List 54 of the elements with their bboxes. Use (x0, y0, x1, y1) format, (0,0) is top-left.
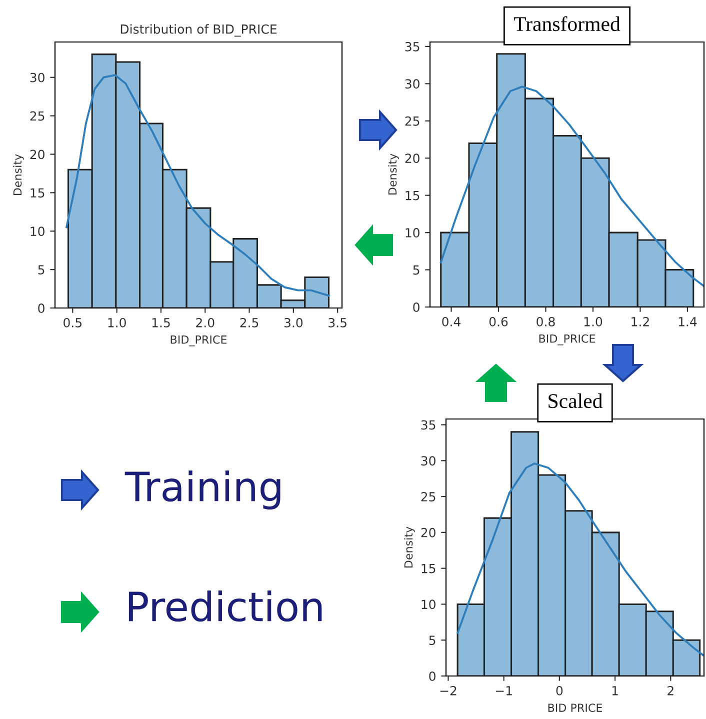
y-tick-label: 20 (421, 528, 436, 538)
y-tick-label: 25 (405, 116, 420, 126)
y-tick-label: 30 (421, 456, 436, 466)
x-tick-label: 2 (668, 686, 674, 696)
y-tick-label: 20 (30, 150, 44, 160)
x-tick-label: −2 (440, 686, 456, 696)
line-series (440, 86, 704, 288)
text: Prediction (128, 590, 322, 622)
x-tick-label: 3.0 (284, 318, 303, 328)
y-tick-label: 10 (406, 228, 420, 238)
x-tick-label: 2.5 (240, 318, 258, 328)
y-tick-label: 0 (413, 302, 420, 312)
y-tick-label: 25 (421, 492, 436, 502)
x-axis-title: BID PRICE (548, 704, 602, 712)
y-tick-label: 5 (413, 265, 420, 275)
x-tick-label: 2.0 (196, 318, 214, 328)
x-tick-label: 1.0 (108, 318, 126, 328)
x-tick-label: 0 (556, 686, 563, 696)
y-tick-label: 10 (30, 226, 44, 236)
x-tick-label: 1.5 (152, 318, 170, 328)
y-axis-title: Density (13, 154, 24, 196)
x-tick-label: 1.0 (584, 316, 602, 326)
chart-title: Transformed (514, 16, 620, 32)
y-tick-label: 0 (429, 671, 436, 681)
x-tick-label: 3.5 (328, 318, 346, 328)
y-tick-label: 30 (30, 72, 44, 82)
y-tick-label: 5 (38, 265, 44, 274)
x-tick-label: 1.2 (632, 316, 649, 326)
y-tick-label: 0 (38, 303, 44, 313)
chart-title: Scaled (548, 393, 603, 408)
y-tick-label: 15 (422, 564, 436, 574)
y-tick-label: 35 (405, 42, 420, 52)
line-series (456, 462, 704, 657)
y-tick-label: 20 (405, 154, 420, 164)
y-tick-label: 25 (30, 111, 44, 121)
x-tick-label: 1 (612, 686, 618, 696)
x-axis-title: BID_PRICE (539, 334, 596, 346)
x-tick-label: 0.4 (442, 316, 460, 326)
x-tick-label: 0.8 (536, 316, 555, 326)
y-tick-label: 10 (422, 600, 436, 610)
x-tick-label: 1.4 (678, 317, 697, 326)
x-tick-label: −1 (496, 686, 512, 696)
x-tick-label: 0.6 (489, 316, 508, 326)
y-tick-label: 30 (405, 79, 420, 89)
text: Training (124, 470, 280, 510)
y-axis-title: Density (404, 526, 415, 568)
y-axis-title: Density (388, 154, 399, 195)
y-tick-label: 15 (30, 188, 44, 198)
y-tick-label: 35 (421, 420, 436, 430)
x-tick-label: 0.5 (64, 318, 82, 328)
y-tick-label: 5 (429, 636, 436, 646)
y-tick-label: 15 (406, 190, 420, 200)
chart-title: Distribution of BID_PRICE (120, 24, 276, 37)
x-axis-title: BID_PRICE (170, 335, 227, 346)
